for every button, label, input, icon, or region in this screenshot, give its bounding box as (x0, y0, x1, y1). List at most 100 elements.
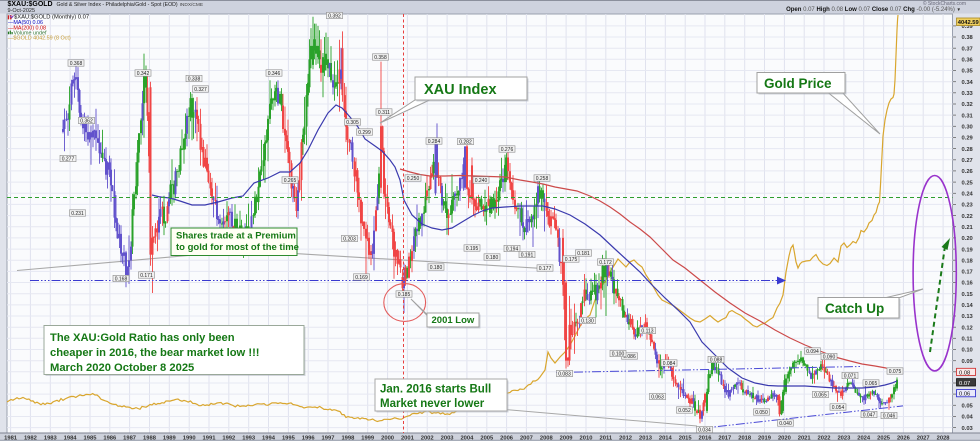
svg-text:2026: 2026 (897, 436, 911, 441)
svg-text:1997: 1997 (322, 436, 335, 441)
svg-text:0.18: 0.18 (962, 258, 974, 264)
svg-text:0.37: 0.37 (962, 46, 973, 52)
svg-text:0.13: 0.13 (962, 314, 974, 320)
svg-text:0.11: 0.11 (962, 337, 974, 343)
svg-text:2011: 2011 (600, 436, 613, 441)
svg-text:0.19: 0.19 (962, 247, 974, 253)
svg-text:0.05: 0.05 (962, 404, 974, 410)
svg-text:0.191: 0.191 (521, 252, 534, 258)
svg-text:0.26: 0.26 (962, 169, 974, 175)
svg-text:0.34: 0.34 (962, 80, 974, 86)
svg-text:0.203: 0.203 (343, 236, 356, 242)
svg-text:2027: 2027 (917, 436, 930, 441)
svg-text:0.071: 0.071 (844, 373, 857, 379)
svg-text:1983: 1983 (44, 436, 58, 441)
svg-text:0.240: 0.240 (475, 178, 488, 184)
svg-text:1990: 1990 (183, 436, 196, 441)
svg-text:0.33: 0.33 (962, 91, 974, 97)
svg-text:1988: 1988 (143, 436, 157, 441)
svg-text:1982: 1982 (24, 436, 37, 441)
svg-text:2013: 2013 (639, 436, 653, 441)
svg-text:0.277: 0.277 (62, 156, 75, 162)
svg-text:1985: 1985 (84, 436, 98, 441)
svg-text:2018: 2018 (738, 436, 752, 441)
svg-text:0.30: 0.30 (962, 125, 973, 131)
svg-text:0.38: 0.38 (962, 35, 974, 41)
svg-text:0.12: 0.12 (962, 325, 973, 331)
svg-text:0.258: 0.258 (536, 176, 549, 182)
svg-text:1996: 1996 (302, 436, 316, 441)
svg-text:0.185: 0.185 (398, 292, 411, 298)
svg-text:0.04: 0.04 (962, 415, 974, 421)
svg-text:0.094: 0.094 (806, 349, 819, 355)
svg-text:0.17: 0.17 (962, 270, 973, 276)
svg-text:0.362: 0.362 (80, 118, 93, 124)
svg-text:2019: 2019 (758, 436, 772, 441)
svg-text:Shares trade at a Premium: Shares trade at a Premium (176, 231, 296, 242)
svg-text:2014: 2014 (659, 436, 673, 441)
svg-text:0.35: 0.35 (962, 69, 974, 75)
svg-text:0.034: 0.034 (698, 427, 711, 433)
svg-text:2007: 2007 (520, 436, 533, 441)
svg-text:0.358: 0.358 (374, 55, 387, 61)
svg-text:2025: 2025 (877, 436, 891, 441)
svg-text:0.25: 0.25 (962, 180, 974, 186)
svg-text:0.276: 0.276 (501, 147, 514, 153)
svg-text:2004: 2004 (460, 436, 474, 441)
svg-text:0.181: 0.181 (577, 251, 590, 257)
svg-text:0.086: 0.086 (623, 354, 636, 360)
svg-text:1991: 1991 (203, 436, 217, 441)
svg-text:2016: 2016 (699, 436, 713, 441)
svg-text:2001: 2001 (401, 436, 415, 441)
svg-text:2023: 2023 (837, 436, 851, 441)
svg-text:0.06: 0.06 (959, 392, 970, 398)
svg-text:0.175: 0.175 (565, 257, 578, 263)
svg-text:—MA(200) 0.08: —MA(200) 0.08 (8, 25, 46, 31)
svg-text:0.040: 0.040 (779, 421, 792, 427)
svg-text:0.08: 0.08 (959, 370, 970, 376)
svg-text:0.194: 0.194 (506, 246, 519, 252)
svg-text:0.054: 0.054 (832, 405, 845, 411)
svg-text:0.07: 0.07 (959, 381, 970, 387)
svg-text:0.050: 0.050 (755, 410, 768, 416)
svg-text:1993: 1993 (242, 436, 256, 441)
svg-text:2012: 2012 (619, 436, 632, 441)
svg-text:2003: 2003 (441, 436, 455, 441)
svg-text:1994: 1994 (262, 436, 276, 441)
svg-text:0.250: 0.250 (407, 176, 420, 182)
svg-text:0.047: 0.047 (863, 412, 876, 418)
svg-text:2006: 2006 (500, 436, 514, 441)
svg-text:0.090: 0.090 (823, 354, 836, 360)
svg-text:2022: 2022 (818, 436, 831, 441)
svg-text:2005: 2005 (480, 436, 494, 441)
svg-text:0.31: 0.31 (962, 113, 974, 119)
svg-text:0.15: 0.15 (962, 292, 974, 298)
svg-text:0.368: 0.368 (70, 61, 83, 67)
svg-text:0.168: 0.168 (115, 276, 128, 282)
svg-text:0.14: 0.14 (962, 303, 974, 309)
svg-text:0.084: 0.084 (663, 361, 676, 367)
svg-text:$XAU:$GOLD (Monthly) 0.07: $XAU:$GOLD (Monthly) 0.07 (14, 15, 89, 21)
svg-text:Gold Price: Gold Price (764, 76, 832, 91)
svg-text:0.16: 0.16 (962, 281, 974, 287)
svg-text:2017: 2017 (718, 436, 731, 441)
svg-text:1984: 1984 (64, 436, 78, 441)
svg-text:0.338: 0.338 (188, 76, 201, 82)
svg-text:1995: 1995 (282, 436, 296, 441)
svg-text:0.03: 0.03 (962, 426, 974, 432)
svg-text:0.063: 0.063 (651, 394, 664, 400)
svg-text:0.39: 0.39 (962, 24, 974, 30)
svg-text:0.299: 0.299 (358, 130, 371, 136)
svg-text:0.09: 0.09 (962, 359, 974, 365)
svg-text:0.28: 0.28 (962, 147, 974, 153)
svg-text:0.23: 0.23 (962, 203, 974, 209)
svg-text:2001 Low: 2001 Low (432, 315, 475, 326)
svg-text:0.305: 0.305 (346, 120, 359, 126)
svg-text:0.284: 0.284 (428, 139, 441, 145)
svg-text:1992: 1992 (222, 436, 235, 441)
svg-text:Jan. 2016 starts Bull: Jan. 2016 starts Bull (380, 384, 491, 396)
svg-text:1986: 1986 (103, 436, 117, 441)
svg-text:2021: 2021 (798, 436, 812, 441)
svg-text:1981: 1981 (4, 436, 18, 441)
svg-text:0.172: 0.172 (599, 260, 612, 266)
